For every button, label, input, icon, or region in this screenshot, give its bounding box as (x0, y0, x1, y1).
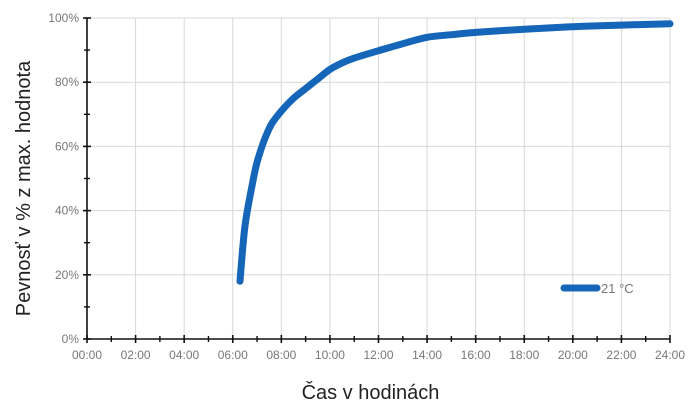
x-axis-title: Čas v hodinách (302, 381, 440, 404)
x-tick-label: 22:00 (606, 348, 636, 362)
x-tick-label: 08:00 (266, 348, 296, 362)
x-tick-label: 16:00 (461, 348, 491, 362)
x-tick-label: 14:00 (412, 348, 442, 362)
tick-labels: 00:00 02:00 04:00 06:00 08:00 10:00 12:00 14:00… (48, 11, 685, 362)
y-tick-label: 80% (55, 75, 79, 89)
series (236, 20, 674, 285)
y-tick-label: 100% (48, 11, 79, 25)
x-tick-label: 04:00 (169, 348, 199, 362)
y-axis-title: Pevnosť v % z max. hodnota (13, 60, 35, 316)
x-tick-label: 10:00 (315, 348, 345, 362)
y-tick-label: 20% (55, 268, 79, 282)
y-tick-label: 60% (55, 139, 79, 153)
axes (83, 17, 671, 343)
y-tick-label: 0% (62, 332, 80, 346)
series-line (236, 20, 674, 285)
x-tick-label: 06:00 (218, 348, 248, 362)
x-tick-label: 18:00 (509, 348, 539, 362)
x-tick-label: 12:00 (363, 348, 393, 362)
x-tick-label: 24:00 (655, 348, 685, 362)
legend: 21 °C (560, 281, 634, 296)
x-tick-label: 00:00 (72, 348, 102, 362)
x-tick-label: 02:00 (121, 348, 151, 362)
y-tick-label: 40% (55, 204, 79, 218)
x-tick-label: 20:00 (558, 348, 588, 362)
legend-label: 21 °C (601, 281, 634, 296)
